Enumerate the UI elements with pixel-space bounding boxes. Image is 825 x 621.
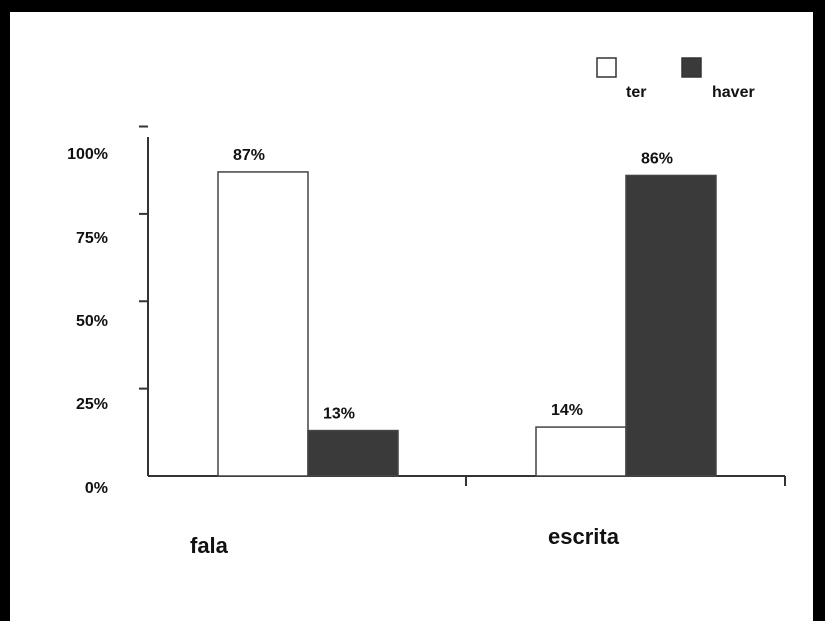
y-tick-label: 50% bbox=[76, 313, 108, 330]
category-label-fala: fala bbox=[190, 533, 229, 558]
bar-haver-escrita bbox=[625, 174, 717, 477]
y-tick-label: 0% bbox=[85, 480, 108, 497]
bar-value-label: 86% bbox=[641, 150, 673, 167]
legend-label-ter: ter bbox=[626, 84, 646, 101]
bar-haver-fala bbox=[307, 429, 399, 477]
y-tick-label: 75% bbox=[76, 230, 108, 247]
bar-ter-fala bbox=[217, 171, 309, 477]
legend-label-haver: haver bbox=[712, 84, 755, 101]
category-label-escrita: escrita bbox=[548, 524, 620, 549]
bar-value-label: 87% bbox=[233, 147, 265, 164]
y-tick-label: 100% bbox=[67, 146, 108, 163]
legend-swatch-haver bbox=[681, 57, 702, 78]
bar-ter-escrita bbox=[535, 426, 627, 477]
bar-value-label: 14% bbox=[551, 402, 583, 419]
legend-swatch-ter bbox=[596, 57, 617, 78]
bar-value-label: 13% bbox=[323, 406, 355, 423]
y-tick-label: 25% bbox=[76, 396, 108, 413]
legend: ter haver bbox=[596, 57, 755, 101]
